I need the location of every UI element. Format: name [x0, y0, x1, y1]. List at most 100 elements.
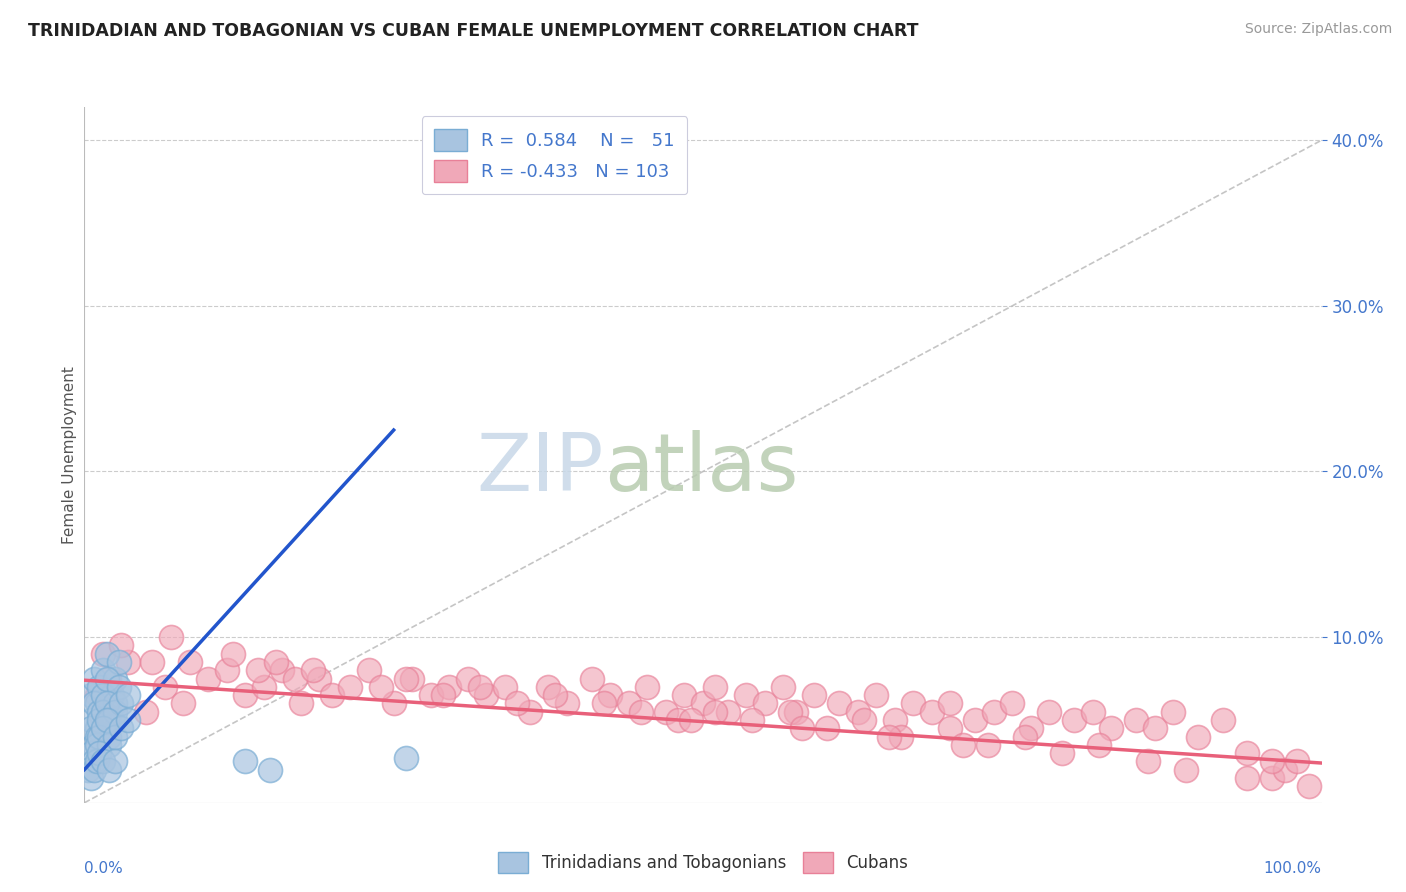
Point	[83, 755, 105, 769]
Point	[271, 663, 294, 677]
Point	[1143, 721, 1166, 735]
Point	[785, 705, 807, 719]
Point	[357, 663, 380, 677]
Point	[636, 680, 658, 694]
Point	[470, 680, 492, 694]
Point	[246, 663, 269, 677]
Point	[952, 738, 974, 752]
Point	[233, 755, 256, 769]
Point	[117, 688, 139, 702]
Point	[419, 688, 441, 702]
Point	[1285, 755, 1308, 769]
Point	[215, 663, 238, 677]
Point	[91, 721, 114, 735]
Point	[83, 672, 105, 686]
Point	[679, 713, 702, 727]
Point	[815, 721, 838, 735]
Point	[735, 688, 758, 702]
Point	[432, 688, 454, 702]
Point	[506, 697, 529, 711]
Point	[1212, 713, 1234, 727]
Point	[141, 655, 163, 669]
Point	[852, 713, 875, 727]
Point	[233, 688, 256, 702]
Point	[160, 630, 183, 644]
Point	[98, 730, 121, 744]
Point	[1081, 705, 1104, 719]
Point	[1236, 746, 1258, 760]
Point	[1063, 713, 1085, 727]
Point	[704, 680, 727, 694]
Point	[828, 697, 851, 711]
Point	[1137, 755, 1160, 769]
Point	[475, 688, 498, 702]
Point	[290, 697, 312, 711]
Point	[772, 680, 794, 694]
Point	[439, 680, 461, 694]
Point	[803, 688, 825, 702]
Point	[846, 705, 869, 719]
Point	[704, 705, 727, 719]
Point	[89, 713, 111, 727]
Point	[259, 763, 281, 777]
Point	[79, 746, 101, 760]
Point	[1174, 763, 1197, 777]
Point	[401, 672, 423, 686]
Point	[593, 697, 616, 711]
Point	[1161, 705, 1184, 719]
Point	[1001, 697, 1024, 711]
Point	[253, 680, 276, 694]
Point	[86, 738, 108, 752]
Point	[1236, 771, 1258, 785]
Point	[91, 705, 114, 719]
Point	[264, 655, 287, 669]
Point	[83, 697, 105, 711]
Point	[100, 713, 122, 727]
Point	[903, 697, 925, 711]
Point	[197, 672, 219, 686]
Point	[98, 713, 121, 727]
Point	[91, 755, 114, 769]
Point	[382, 697, 405, 711]
Y-axis label: Female Unemployment: Female Unemployment	[62, 366, 77, 544]
Point	[172, 697, 194, 711]
Point	[555, 697, 578, 711]
Point	[79, 721, 101, 735]
Legend: R =  0.584    N =   51, R = -0.433   N = 103: R = 0.584 N = 51, R = -0.433 N = 103	[422, 116, 688, 194]
Point	[717, 705, 740, 719]
Point	[692, 697, 714, 711]
Point	[1274, 763, 1296, 777]
Point	[135, 705, 157, 719]
Point	[96, 672, 118, 686]
Point	[370, 680, 392, 694]
Point	[89, 746, 111, 760]
Point	[599, 688, 621, 702]
Point	[104, 705, 127, 719]
Point	[104, 672, 127, 686]
Text: ZIP: ZIP	[477, 430, 605, 508]
Point	[79, 688, 101, 702]
Point	[1019, 721, 1042, 735]
Point	[1125, 713, 1147, 727]
Point	[89, 705, 111, 719]
Point	[779, 705, 801, 719]
Point	[77, 763, 100, 777]
Point	[110, 639, 132, 653]
Point	[96, 697, 118, 711]
Point	[98, 763, 121, 777]
Point	[89, 680, 111, 694]
Text: 0.0%: 0.0%	[84, 861, 124, 876]
Point	[976, 738, 998, 752]
Point	[222, 647, 245, 661]
Point	[1261, 755, 1284, 769]
Point	[86, 730, 108, 744]
Point	[153, 680, 176, 694]
Point	[655, 705, 678, 719]
Point	[921, 705, 943, 719]
Point	[108, 680, 131, 694]
Point	[543, 688, 565, 702]
Point	[110, 721, 132, 735]
Point	[1088, 738, 1111, 752]
Text: Source: ZipAtlas.com: Source: ZipAtlas.com	[1244, 22, 1392, 37]
Point	[86, 688, 108, 702]
